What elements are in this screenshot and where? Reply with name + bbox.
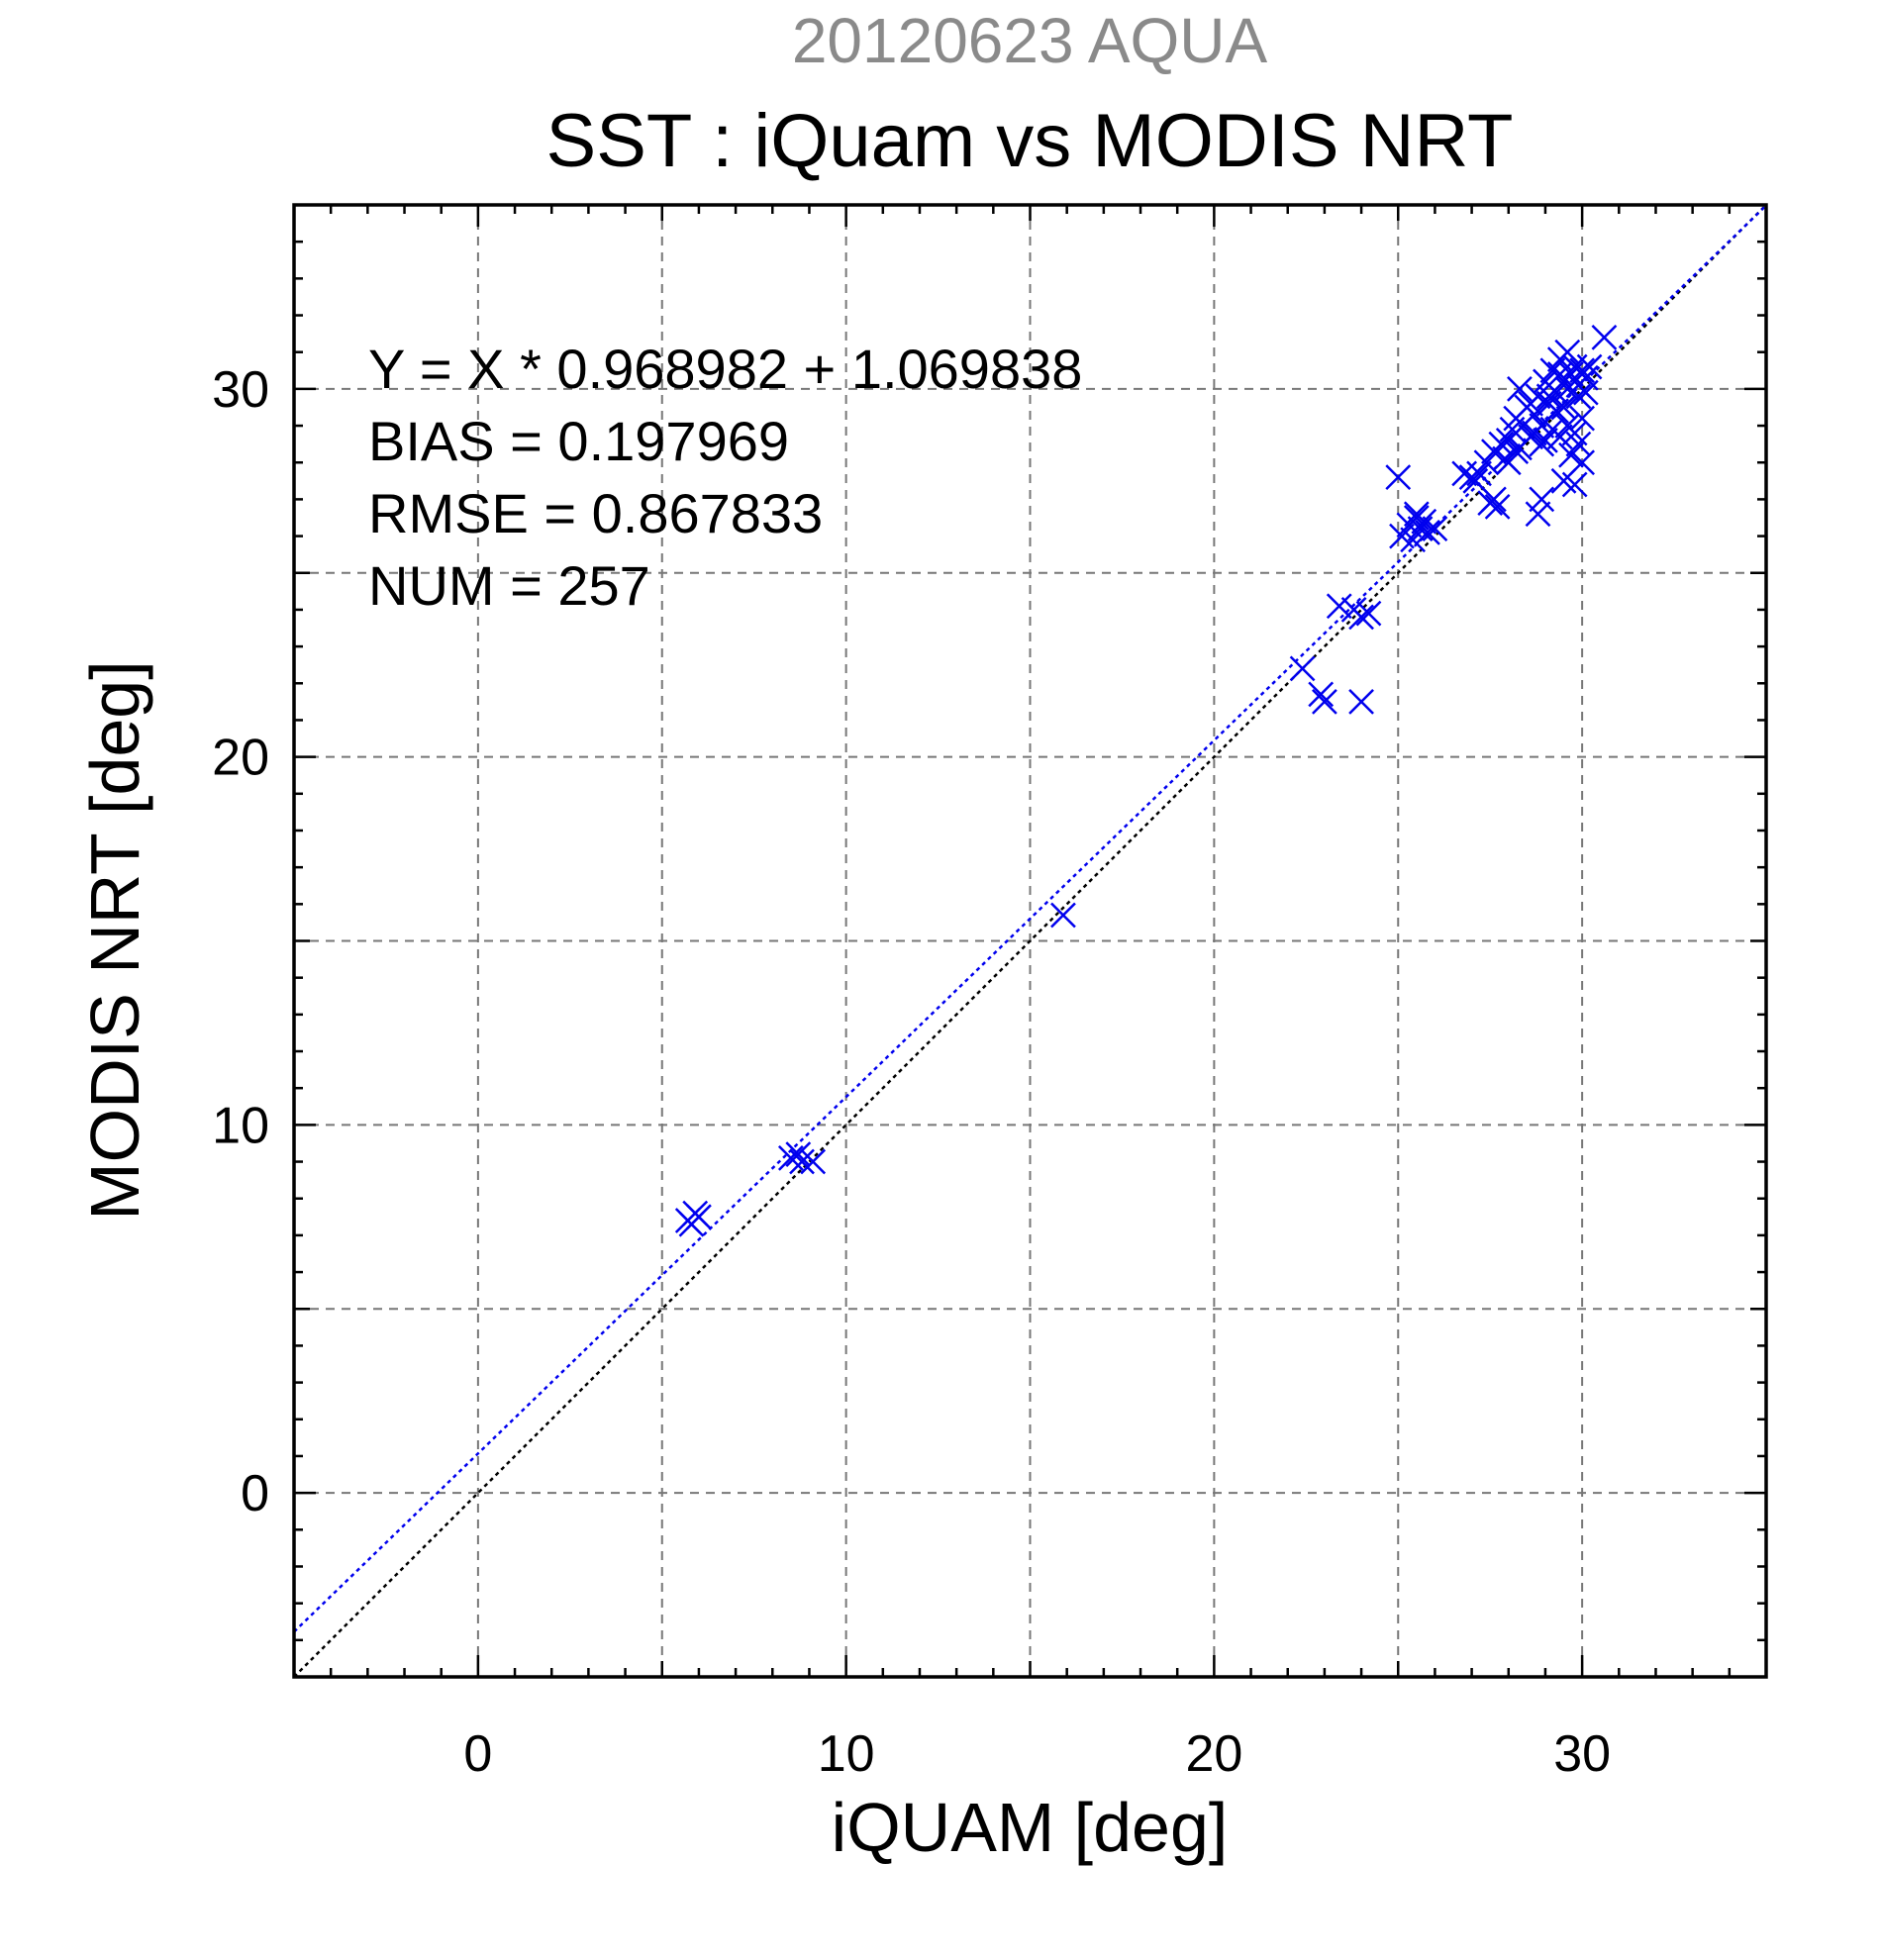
data-point bbox=[1525, 501, 1551, 528]
data-point bbox=[1561, 471, 1588, 498]
data-point bbox=[1422, 516, 1448, 542]
data-point bbox=[1385, 464, 1412, 490]
y-tick-label: 30 bbox=[212, 361, 269, 419]
plot-frame bbox=[292, 203, 1768, 1679]
x-tick-labels: 0 10 20 30 bbox=[463, 1725, 1611, 1783]
data-point bbox=[1348, 604, 1374, 631]
data-point bbox=[1348, 688, 1374, 715]
y-tick-label: 10 bbox=[212, 1097, 269, 1154]
data-point bbox=[1326, 593, 1352, 620]
data-point bbox=[1355, 600, 1382, 627]
data-point bbox=[1484, 493, 1511, 520]
data-point bbox=[1533, 428, 1558, 453]
data-point bbox=[785, 1141, 812, 1167]
data-point bbox=[1569, 449, 1596, 476]
data-point bbox=[1558, 441, 1584, 468]
data-point bbox=[789, 1148, 815, 1175]
chart-title: SST : iQuam vs MODIS NRT bbox=[546, 99, 1514, 183]
data-point bbox=[1403, 505, 1430, 531]
data-points bbox=[674, 324, 1618, 1237]
data-point bbox=[1569, 405, 1596, 432]
data-point bbox=[1591, 324, 1618, 350]
chart-date-title: 20120623 AQUA bbox=[792, 5, 1268, 76]
data-point bbox=[1451, 460, 1478, 487]
x-tick-label: 20 bbox=[1185, 1725, 1242, 1783]
data-point bbox=[1312, 688, 1337, 715]
data-point bbox=[1518, 390, 1543, 417]
data-point bbox=[1481, 486, 1507, 513]
data-point bbox=[678, 1211, 705, 1237]
data-point bbox=[1507, 375, 1533, 402]
y-axis-label: MODIS NRT [deg] bbox=[76, 660, 153, 1220]
data-point bbox=[1289, 655, 1316, 682]
data-point bbox=[800, 1148, 827, 1175]
stats-line: NUM = 257 bbox=[368, 554, 650, 617]
y-tick-label: 20 bbox=[212, 730, 269, 787]
x-tick-label: 30 bbox=[1553, 1725, 1611, 1783]
stats-line: Y = X * 0.968982 + 1.069838 bbox=[368, 338, 1082, 400]
data-point bbox=[1554, 339, 1581, 365]
data-point bbox=[1529, 486, 1555, 513]
stats-line: RMSE = 0.867833 bbox=[368, 482, 823, 544]
data-point bbox=[1543, 398, 1569, 425]
data-point bbox=[1546, 361, 1573, 387]
data-point bbox=[1495, 449, 1522, 476]
stats-line: BIAS = 0.197969 bbox=[368, 410, 789, 472]
data-point bbox=[1415, 519, 1440, 545]
x-axis-label: iQUAM [deg] bbox=[832, 1789, 1229, 1866]
y-tick-labels: 0 10 20 30 bbox=[212, 361, 269, 1522]
data-point bbox=[1466, 460, 1492, 487]
data-point bbox=[1308, 681, 1335, 708]
y-tick-label: 0 bbox=[241, 1465, 269, 1522]
data-point bbox=[1576, 353, 1603, 380]
data-point bbox=[1572, 379, 1599, 406]
regression-line bbox=[293, 204, 1767, 1633]
data-point bbox=[1050, 902, 1076, 929]
x-tick-label: 0 bbox=[463, 1725, 492, 1783]
x-tick-label: 10 bbox=[818, 1725, 875, 1783]
data-point bbox=[1569, 357, 1596, 384]
data-point bbox=[1521, 420, 1547, 446]
data-point bbox=[1565, 383, 1592, 410]
data-point bbox=[1400, 527, 1427, 553]
stats-annotation: Y = X * 0.968982 + 1.069838 BIAS = 0.1979… bbox=[368, 338, 1082, 617]
fit-line-layer bbox=[293, 204, 1767, 1633]
data-point bbox=[1535, 383, 1562, 410]
